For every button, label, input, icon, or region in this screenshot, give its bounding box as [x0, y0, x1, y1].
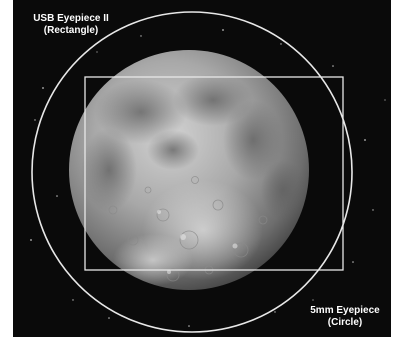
circle-outline: [31, 11, 353, 333]
usb-eyepiece-title: USB Eyepiece II: [33, 13, 109, 24]
rectangle-outline: [84, 76, 344, 271]
moon-scene: [30, 11, 386, 333]
moon-icon: [69, 50, 309, 290]
mm-eyepiece-shape: (Circle): [327, 317, 363, 328]
usb-eyepiece-label: USB Eyepiece II (Rectangle): [17, 13, 125, 37]
star-field: [30, 29, 386, 327]
mm-eyepiece-label: 5mm Eyepiece (Circle): [303, 305, 387, 329]
usb-eyepiece-shape: (Rectangle): [43, 25, 99, 36]
moon-photo-frame: USB Eyepiece II (Rectangle) 5mm Eyepiece…: [13, 0, 391, 337]
mm-eyepiece-title: 5mm Eyepiece: [310, 305, 380, 316]
